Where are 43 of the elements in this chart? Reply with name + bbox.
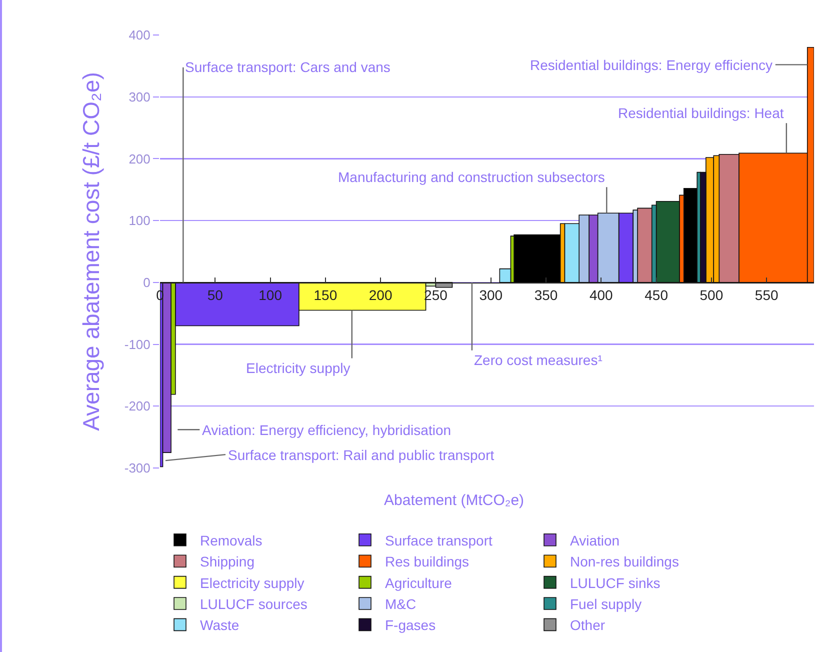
- legend-label: LULUCF sinks: [570, 574, 660, 591]
- annotation: Residential buildings: Heat: [618, 105, 784, 121]
- x-tick-label: 50: [207, 287, 224, 304]
- legend-label: Shipping: [200, 554, 254, 570]
- y-axis-title: Average abatement cost (£/t CO₂e): [78, 72, 104, 431]
- y-tick-label: 300: [128, 89, 150, 104]
- x-tick-label: 300: [479, 287, 503, 304]
- x-tick-label: 450: [644, 287, 668, 304]
- x-tick-label: 550: [754, 287, 778, 304]
- x-tick-label: 100: [258, 287, 282, 304]
- y-tick-label: 400: [128, 28, 150, 43]
- x-tick-label: 400: [589, 287, 614, 304]
- legend-label: Waste: [200, 617, 240, 634]
- annotation: Manufacturing and construction subsectors: [338, 169, 605, 185]
- legend-label: Non-res buildings: [570, 554, 679, 570]
- y-tick-label: 100: [128, 213, 150, 228]
- legend-label: Surface transport: [385, 532, 492, 548]
- x-tick-label: 350: [534, 287, 558, 304]
- x-tick-label: 150: [314, 287, 338, 304]
- legend-label: Agriculture: [385, 574, 452, 591]
- y-tick-label: 200: [128, 151, 150, 166]
- legend-label: Aviation: [570, 532, 620, 548]
- annotation: Electricity supply: [246, 360, 350, 376]
- annotation: Residential buildings: Energy efficiency: [530, 57, 773, 73]
- legend-label: Electricity supply: [200, 574, 304, 591]
- annotation: Surface transport: Cars and vans: [185, 59, 390, 75]
- y-tick-label: -100: [124, 336, 150, 352]
- legend-label: F-gases: [385, 617, 436, 634]
- x-tick-label: 500: [700, 287, 724, 304]
- annotation: Aviation: Energy efficiency, hybridisation: [202, 422, 452, 438]
- legend-label: Other: [570, 617, 606, 634]
- legend-label: Fuel supply: [570, 596, 642, 612]
- y-tick-label: -200: [124, 398, 150, 414]
- y-tick-label: -300: [124, 460, 150, 476]
- legend-label: Res buildings: [385, 554, 470, 570]
- annotation: Zero cost measures¹: [474, 352, 603, 368]
- legend-label: M&C: [385, 596, 416, 612]
- x-axis-title: Abatement (MtCO₂e): [384, 492, 524, 509]
- annotation: Surface transport: Rail and public transport: [228, 447, 494, 463]
- x-tick-label: 200: [368, 287, 392, 304]
- legend-label: LULUCF sources: [200, 596, 308, 612]
- legend-label: Removals: [200, 532, 262, 548]
- y-tick-label: 0: [143, 274, 150, 290]
